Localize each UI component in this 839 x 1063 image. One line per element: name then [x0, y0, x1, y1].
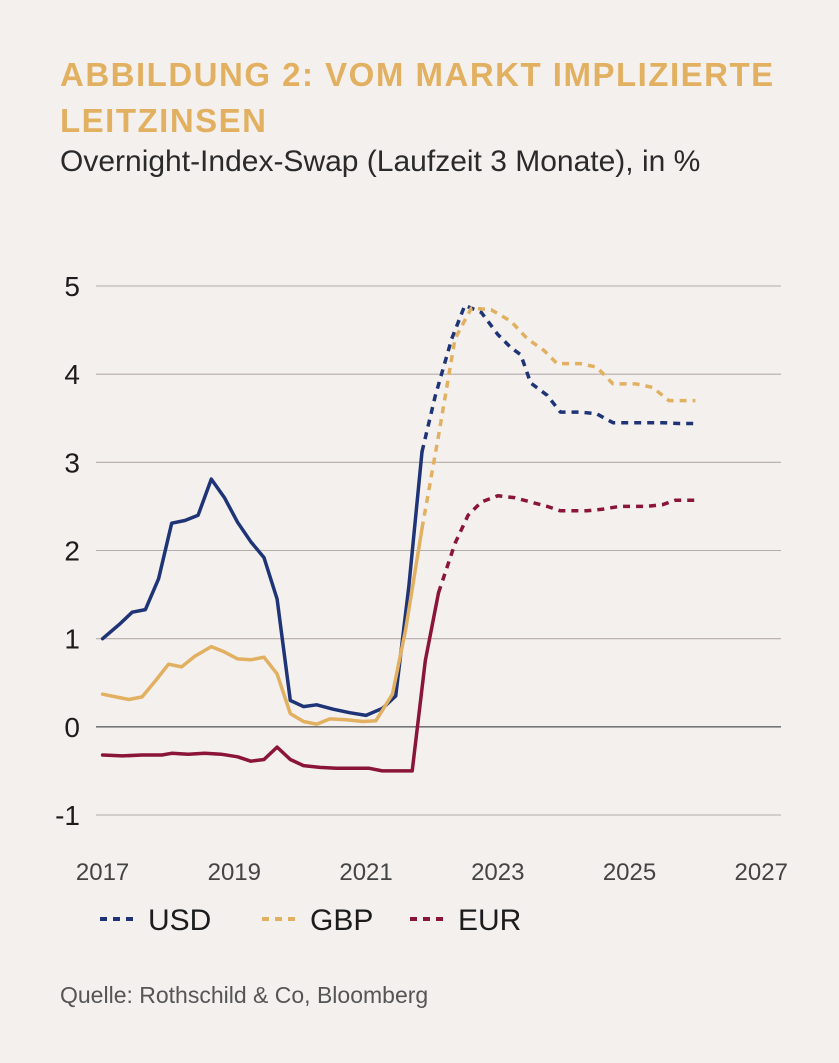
x-tick-label: 2021	[339, 859, 392, 886]
y-axis-ticks: -1 0 1 2 3 4 5	[55, 271, 80, 831]
y-tick-label: 5	[64, 271, 80, 302]
x-tick-label: 2017	[76, 859, 129, 886]
series-eur-forecast-line	[436, 494, 696, 594]
series-eur-actual-line	[100, 591, 441, 773]
y-tick-label: 1	[64, 624, 80, 655]
legend-label-gbp: GBP	[310, 904, 373, 937]
legend-label-usd: USD	[148, 904, 211, 937]
x-tick-label: 2025	[603, 859, 656, 886]
series-lines	[100, 303, 696, 773]
chart-subtitle: Overnight-Index-Swap (Laufzeit 3 Monate)…	[60, 145, 701, 178]
gridlines	[96, 285, 781, 816]
x-tick-label: 2023	[471, 859, 524, 886]
x-tick-label: 2027	[735, 859, 788, 886]
y-tick-label: 0	[64, 712, 80, 743]
legend: USD GBP EUR	[100, 904, 521, 937]
source-note: Quelle: Rothschild & Co, Bloomberg	[60, 982, 429, 1008]
series-usd-actual-line	[100, 450, 424, 718]
y-tick-label: 4	[64, 359, 80, 390]
y-tick-label: -1	[55, 800, 80, 831]
y-tick-label: 2	[64, 536, 80, 567]
chart-title: ABBILDUNG 2: VOM MARKT IMPLIZIERTE LEITZ…	[60, 56, 775, 139]
series-gbp-forecast-line	[420, 306, 696, 529]
series-usd-forecast-line	[420, 303, 696, 453]
x-tick-label: 2019	[208, 859, 261, 886]
legend-label-eur: EUR	[458, 904, 521, 937]
series-gbp-actual-line	[100, 526, 424, 726]
x-axis-ticks: 2017 2019 2021 2023 2025 2027	[76, 859, 788, 886]
y-tick-label: 3	[64, 447, 80, 478]
